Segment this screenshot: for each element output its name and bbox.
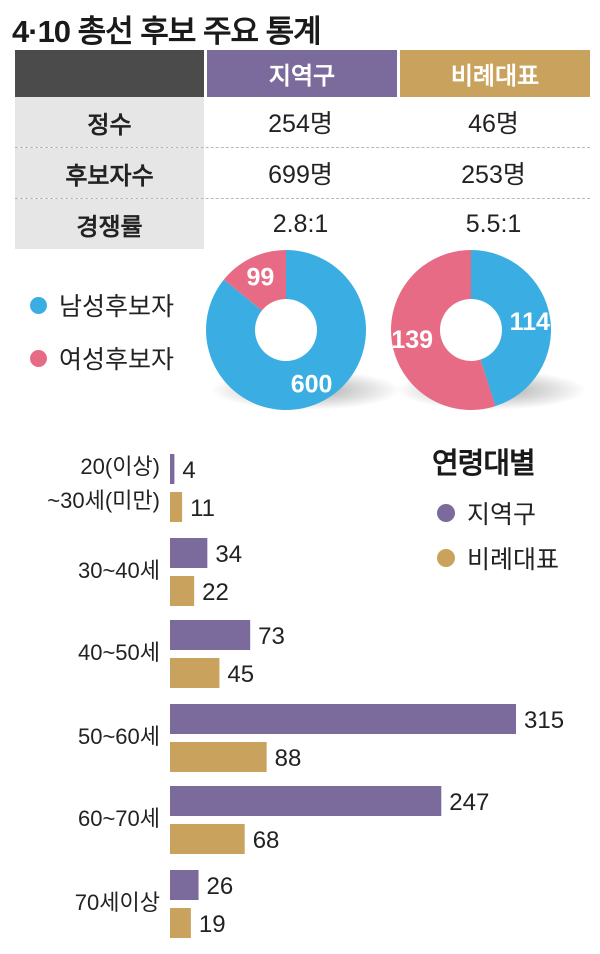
- donut-slice-남성후보자: [206, 250, 366, 410]
- donut-value-label: 600: [291, 371, 333, 399]
- table-row: 정수 254명 46명: [15, 97, 590, 148]
- category-label: 20(이상) ~30세(미만): [47, 454, 160, 513]
- category-label: 40~50세: [78, 640, 160, 665]
- gender-donut-charts: 600 99 114 139: [206, 250, 586, 410]
- legend-proportional: 비례대표: [437, 540, 559, 576]
- bar-proportional: [170, 576, 195, 606]
- table-row: 경쟁률 2.8:1 5.5:1: [15, 199, 590, 249]
- bar-proportional: [170, 908, 191, 938]
- legend-proportional-label: 비례대표: [467, 546, 560, 574]
- proportional-cell: 46명: [468, 110, 519, 138]
- category-label: 30~40세: [78, 558, 160, 583]
- bar-value-label: 45: [227, 661, 254, 688]
- legend-district: 지역구: [437, 495, 536, 531]
- table-header-row: 지역구 비례대표: [15, 50, 590, 97]
- donut-chart: 114 139: [391, 250, 586, 410]
- district-cell: 2.8:1: [272, 209, 329, 238]
- male-dot-icon: [30, 296, 47, 314]
- bar-proportional: [170, 824, 245, 854]
- legend-female: 여성후보자: [30, 340, 174, 376]
- bar-district: [170, 704, 516, 734]
- legend-district-label: 지역구: [467, 501, 537, 529]
- bar-district: [170, 786, 442, 816]
- bar-value-label: 22: [202, 579, 229, 606]
- bar-value-label: 11: [190, 495, 215, 522]
- category-label: 50~60세: [78, 724, 160, 749]
- donut-slice-남성후보자: [471, 250, 551, 407]
- proportional-dot-icon: [437, 549, 455, 567]
- proportional-cell: 253명: [461, 161, 526, 189]
- bar-value-label: 315: [524, 707, 564, 734]
- bar-district: [170, 870, 199, 900]
- donut-slice-여성후보자: [223, 250, 286, 311]
- legend-female-label: 여성후보자: [59, 346, 175, 374]
- category-label: 60~70세: [78, 806, 160, 831]
- bar-proportional: [170, 742, 267, 772]
- bar-district: [170, 538, 208, 568]
- table-header-district: 지역구: [207, 50, 397, 97]
- donut-value-label: 114: [510, 308, 550, 336]
- table-header-proportional: 비례대표: [400, 50, 590, 97]
- proportional-cell: 5.5:1: [465, 209, 522, 238]
- row-label: 경쟁률: [15, 199, 204, 249]
- legend-male-label: 남성후보자: [59, 293, 175, 321]
- donut-value-label: 139: [391, 326, 433, 354]
- row-label: 후보자수: [15, 148, 204, 198]
- bar-value-label: 4: [182, 457, 195, 484]
- infographic-title: 4·10 총선 후보 주요 통계: [12, 14, 322, 49]
- district-cell: 699명: [268, 161, 333, 189]
- donut-chart: 600 99: [206, 250, 401, 410]
- bar-value-label: 247: [449, 789, 489, 816]
- summary-table: 지역구 비례대표 정수 254명 46명 후보자수 699명 253명 경쟁률 …: [15, 50, 590, 249]
- donut-slice-여성후보자: [391, 250, 496, 410]
- district-cell: 254명: [268, 110, 333, 138]
- legend-male: 남성후보자: [30, 287, 174, 323]
- bar-value-label: 73: [258, 623, 285, 650]
- chart-title: 연령대별: [432, 448, 536, 480]
- bar-district: [170, 454, 175, 484]
- row-label: 정수: [15, 97, 204, 147]
- bar-value-label: 26: [207, 873, 234, 900]
- category-label: 70세이상: [75, 890, 160, 915]
- bar-value-label: 68: [253, 827, 280, 854]
- bar-proportional: [170, 492, 183, 522]
- bar-value-label: 19: [199, 911, 226, 938]
- table-header-blank: [15, 50, 204, 97]
- district-dot-icon: [437, 504, 455, 522]
- donut-value-label: 99: [246, 263, 274, 291]
- female-dot-icon: [30, 349, 47, 367]
- bar-district: [170, 620, 251, 650]
- bar-value-label: 34: [215, 541, 242, 568]
- table-row: 후보자수 699명 253명: [15, 148, 590, 199]
- bar-proportional: [170, 658, 220, 688]
- bar-value-label: 88: [275, 745, 302, 772]
